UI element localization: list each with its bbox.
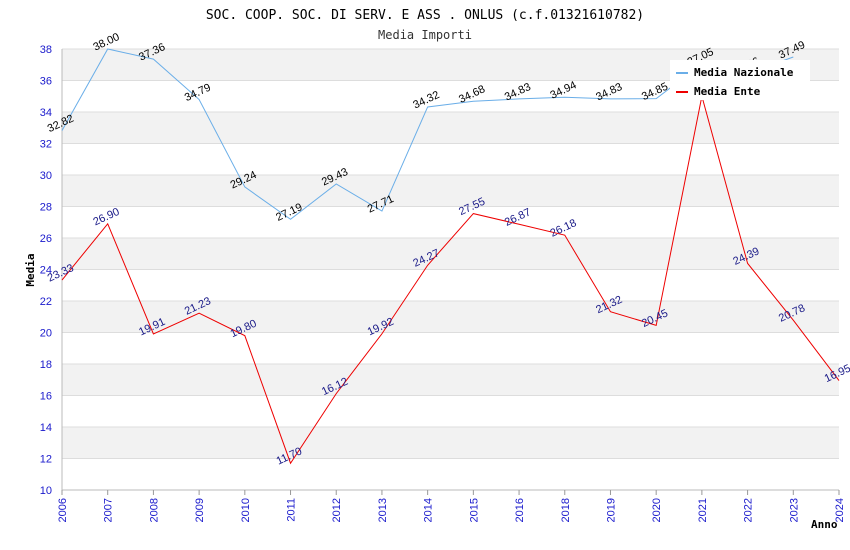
legend-box: [670, 60, 810, 100]
y-tick-label: 38: [40, 44, 52, 56]
x-tick-label: 2006: [57, 498, 69, 522]
grid-band: [62, 112, 839, 144]
y-tick-label: 18: [40, 359, 52, 371]
x-tick-label: 2020: [651, 498, 663, 522]
y-tick-label: 32: [40, 139, 52, 151]
x-tick-label: 2015: [468, 498, 480, 522]
grid-band: [62, 364, 839, 396]
grid-band: [62, 427, 839, 459]
x-tick-labels: 2006 2007 2008 2009 2010 2011 2012 2013 2014 2015…: [57, 490, 846, 522]
x-tick-label: 2008: [148, 498, 160, 522]
y-tick-labels: 10 12 14 16 18 20 22 24 26 28 30 32 34 36 38: [40, 44, 52, 497]
x-tick-label: 2022: [743, 498, 755, 522]
y-tick-label: 36: [40, 76, 52, 88]
grid-band: [62, 458, 839, 490]
y-tick-label: 20: [40, 328, 52, 340]
x-tick-label: 2007: [103, 498, 115, 522]
legend-label-ente: Media Ente: [694, 85, 761, 98]
x-tick-label: 2011: [286, 498, 298, 522]
chart-subtitle: Media Importi: [378, 28, 472, 42]
y-tick-label: 12: [40, 454, 52, 466]
grid-band: [62, 238, 839, 270]
x-tick-label: 2009: [194, 498, 206, 522]
x-tick-label: 2021: [697, 498, 709, 522]
y-tick-label: 30: [40, 170, 52, 182]
y-tick-label: 16: [40, 391, 52, 403]
x-tick-label: 2018: [560, 498, 572, 522]
grid-band: [62, 206, 839, 238]
x-tick-label: 2023: [788, 498, 800, 522]
x-tick-label: 2012: [331, 498, 343, 522]
grid-band: [62, 143, 839, 175]
legend: Media Nazionale Media Ente: [670, 60, 810, 100]
y-tick-label: 14: [40, 422, 52, 434]
x-tick-label: 2024: [834, 498, 846, 522]
y-tick-label: 24: [40, 265, 52, 277]
y-tick-label: 34: [40, 107, 52, 119]
grid-band: [62, 332, 839, 364]
y-axis-label: Media: [24, 253, 37, 286]
x-tick-label: 2013: [377, 498, 389, 522]
x-tick-label: 2016: [514, 498, 526, 522]
x-tick-label: 2014: [423, 498, 435, 522]
grid-band: [62, 269, 839, 301]
y-tick-label: 22: [40, 296, 52, 308]
y-tick-label: 26: [40, 233, 52, 245]
grid-bands: [62, 49, 839, 490]
grid-band: [62, 175, 839, 207]
series-line: [61, 96, 840, 465]
axes: [61, 49, 839, 491]
grid-band: [62, 395, 839, 427]
grid-lines: [62, 48, 839, 491]
x-tick-label: 2010: [240, 498, 252, 522]
y-tick-label: 10: [40, 485, 52, 497]
x-axis-label: Anno: [811, 518, 838, 531]
legend-label-nazionale: Media Nazionale: [694, 66, 794, 79]
y-tick-label: 28: [40, 202, 52, 214]
x-tick-label: 2019: [605, 498, 617, 522]
chart-title: SOC. COOP. SOC. DI SERV. E ASS . ONLUS (…: [206, 8, 644, 23]
grid-band: [62, 301, 839, 333]
